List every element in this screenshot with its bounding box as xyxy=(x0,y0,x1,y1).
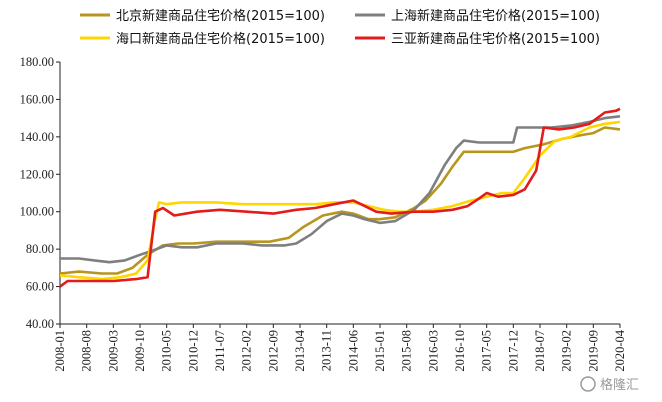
y-tick-label: 40.00 xyxy=(26,317,54,331)
x-tick-label: 2012-09 xyxy=(266,330,280,372)
x-tick-label: 2020-04 xyxy=(613,329,627,371)
x-tick-label: 2008-08 xyxy=(80,330,94,372)
series-line-3 xyxy=(59,107,621,288)
x-tick-label: 2015-08 xyxy=(400,330,414,372)
x-tick-label: 2009-10 xyxy=(133,330,147,372)
y-tick-label: 160.00 xyxy=(20,92,54,106)
x-tick-label: 2013-11 xyxy=(320,330,334,371)
legend-item-3: 三亚新建商品住宅价格(2015=100) xyxy=(355,31,600,47)
y-tick-label: 80.00 xyxy=(26,242,54,256)
watermark-logo-icon xyxy=(580,376,596,392)
x-tick-label: 2009-03 xyxy=(106,330,120,372)
y-tick-label: 180.00 xyxy=(20,55,54,69)
y-tick-label: 60.00 xyxy=(26,280,54,294)
watermark-text: 格隆汇 xyxy=(600,377,639,393)
x-axis-ticks: 2008-01 2008-08 2009-03 2009-10 2010-05 2010-… xyxy=(53,324,627,372)
series-line-1 xyxy=(60,115,621,264)
legend-item-1: 上海新建商品住宅价格(2015=100) xyxy=(355,8,600,24)
x-tick-label: 2014-06 xyxy=(346,330,360,372)
chart-legend: 北京新建商品住宅价格(2015=100) 上海新建商品住宅价格(2015=100)… xyxy=(80,8,600,47)
y-tick-label: 100.00 xyxy=(20,205,54,219)
x-tick-label: 2013-04 xyxy=(293,329,307,371)
legend-label: 三亚新建商品住宅价格(2015=100) xyxy=(391,31,600,47)
series-line-0 xyxy=(59,126,621,275)
y-axis-ticks: 40.00 60.00 80.00 100.00 120.00 140.00 160.00 1… xyxy=(20,55,60,331)
chart-axes: 40.00 60.00 80.00 100.00 120.00 140.00 160.00 1… xyxy=(20,55,627,372)
legend-label: 上海新建商品住宅价格(2015=100) xyxy=(391,8,600,24)
legend-label: 北京新建商品住宅价格(2015=100) xyxy=(116,8,325,24)
x-tick-label: 2010-12 xyxy=(186,330,200,372)
x-tick-label: 2016-03 xyxy=(426,330,440,372)
x-tick-label: 2008-01 xyxy=(53,330,67,372)
y-tick-label: 140.00 xyxy=(20,130,54,144)
x-tick-label: 2018-07 xyxy=(533,330,547,372)
x-tick-label: 2015-01 xyxy=(373,330,387,372)
x-tick-label: 2012-02 xyxy=(240,330,254,372)
x-tick-label: 2019-02 xyxy=(560,330,574,372)
x-tick-label: 2011-07 xyxy=(213,330,227,371)
legend-item-0: 北京新建商品住宅价格(2015=100) xyxy=(80,8,325,24)
x-tick-label: 2017-12 xyxy=(506,330,520,372)
x-tick-label: 2019-09 xyxy=(586,330,600,372)
watermark: 格隆汇 xyxy=(580,376,639,393)
y-tick-label: 120.00 xyxy=(20,167,54,181)
series-lines xyxy=(59,107,621,288)
legend-label: 海口新建商品住宅价格(2015=100) xyxy=(116,31,325,47)
x-tick-label: 2010-05 xyxy=(160,330,174,372)
legend-item-2: 海口新建商品住宅价格(2015=100) xyxy=(80,31,325,47)
x-tick-label: 2016-10 xyxy=(453,330,467,372)
x-tick-label: 2017-05 xyxy=(480,330,494,372)
